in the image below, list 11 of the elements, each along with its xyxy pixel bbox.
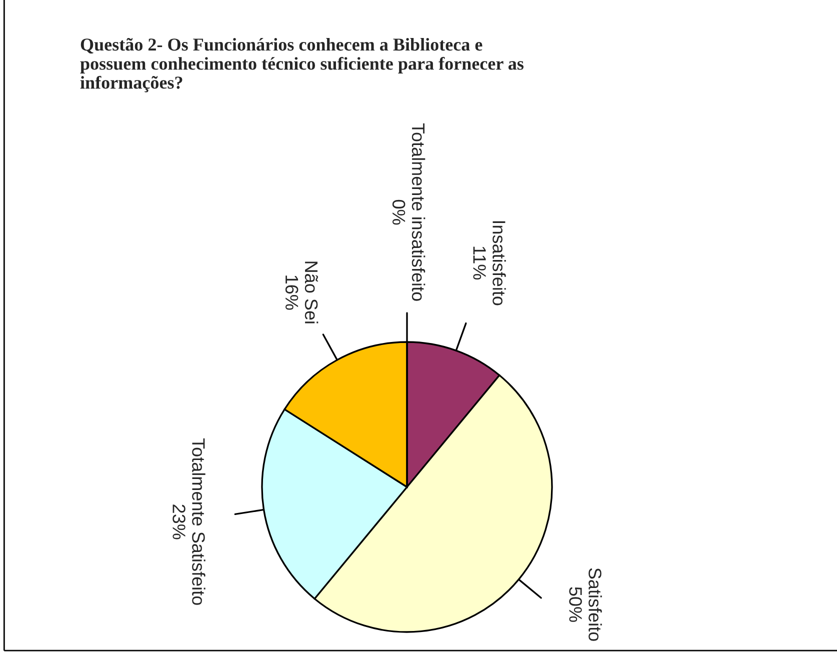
data-label: 16% xyxy=(285,276,298,310)
slice-label: Satisfeito xyxy=(588,568,602,641)
category-label: Totalmente insatisfeito xyxy=(412,123,426,301)
chart-title: Questão 2- Os Funcionários conhecem a Biblioteca e possuem conhecimento técnico suficiente para fornecer as informações? xyxy=(80,38,524,92)
data-label: 11% xyxy=(473,246,486,280)
slice-label: Insatisfeito xyxy=(492,221,506,306)
text: 0% xyxy=(392,200,406,225)
data-label: 23% xyxy=(172,504,186,540)
data-label: 50% xyxy=(569,587,582,622)
slice-label: Não Sei xyxy=(304,262,318,324)
legend-label: Totalmente Satisfeito xyxy=(192,438,206,605)
